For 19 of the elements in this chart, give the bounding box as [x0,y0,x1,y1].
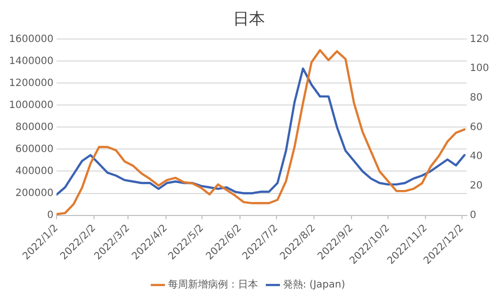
y-tick-label: 200000 [15,188,54,199]
y2-tick-label: 100 [470,63,490,74]
legend-label: 発熱: (Japan) [282,278,346,291]
y-tick-label: 1200000 [8,78,54,89]
y2-tick-label: 40 [470,151,483,162]
y2-tick-label: 120 [470,34,490,45]
y2-tick-label: 60 [470,122,483,133]
y-tick-label: 0 [47,210,54,221]
y-tick-label: 1400000 [8,56,54,67]
y2-tick-label: 0 [470,210,476,221]
y2-tick-label: 20 [470,180,483,192]
y-tick-label: 400000 [15,166,54,177]
y-tick-label: 1000000 [8,100,54,111]
legend-label: 每周新增病例：日本 [168,278,258,291]
y-tick-label: 1600000 [8,34,54,45]
y-tick-label: 800000 [15,122,54,133]
chart-title: 日本 [233,8,265,28]
y-tick-label: 600000 [15,144,54,155]
y2-tick-label: 80 [470,92,483,104]
